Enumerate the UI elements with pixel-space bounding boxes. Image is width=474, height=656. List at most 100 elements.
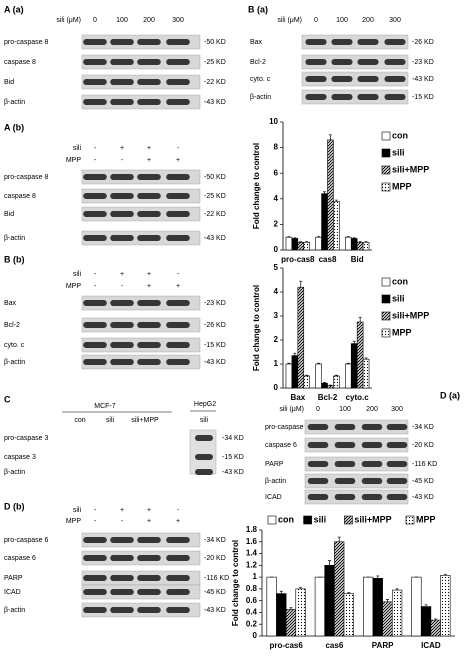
blot-band [137,300,161,306]
y-axis-label: Fold change to control [252,143,261,229]
blot-band [166,235,190,241]
kda-label: -43 KD [412,494,434,501]
x-tick-label: ICAD [421,641,441,650]
x-tick-label: cyto.c [346,393,370,402]
bar [356,242,364,251]
bar [276,593,287,637]
blot-band [166,322,190,328]
y-tick-label: 4 [274,287,279,296]
x-tick-label: PARP [372,641,394,650]
blot-band [137,235,161,241]
error-bar [443,573,447,576]
bar [350,238,358,251]
bar [285,236,293,251]
legend-label: sili+MPP [354,514,391,524]
group-label: MCF-7 [94,403,115,410]
bar [350,343,358,389]
y-tick-label: 0 [274,245,279,254]
row-label: β-actin [4,235,25,242]
bar [303,375,310,389]
blot-band [137,607,161,613]
blot-band [166,59,190,65]
bar [344,363,352,389]
error-bar [352,237,356,239]
header-label: sili [73,507,82,514]
header-cell: - [94,145,97,152]
legend-label: sili [314,514,327,524]
blot-band [166,211,190,217]
bar [430,619,441,637]
blot-band [307,461,329,467]
bar [315,363,322,389]
blot-band [137,79,161,85]
bar [362,358,370,389]
row-label: ICAD [265,494,282,501]
header-cell: - [177,271,180,278]
legend-swatch [381,277,391,287]
x-tick-label: cas6 [325,641,343,650]
bar [297,242,305,251]
blot-band [110,174,134,180]
header-cell: - [94,507,97,514]
legend-label: sili+MPP [392,310,429,320]
blot-band [110,211,134,217]
blot-band [166,193,190,199]
error-bar [334,374,338,376]
panel-label: A (b) [4,122,24,132]
row-label: PARP [265,461,284,468]
row-label: caspase 3 [4,454,36,461]
error-bar [385,599,389,602]
error-bar [364,241,368,243]
row-label: caspase 6 [265,442,297,449]
error-bar [317,236,321,238]
error-bar [395,588,399,591]
bar [291,238,299,251]
x-tick-label: Bid [351,255,364,264]
error-bar [358,241,362,243]
legend-label: con [278,514,294,524]
blot-band [307,478,329,484]
header-label: sili [73,271,82,278]
kda-label: -45 KD [412,478,434,485]
header-cell: + [176,283,180,290]
y-tick-label: 8 [274,143,279,152]
x-tick-label: Bcl-2 [318,393,338,402]
kda-label: -22 KD [204,79,226,86]
blot-band [110,193,134,199]
header-cell: 300 [172,17,184,24]
blot-strip [304,437,409,453]
header-cell: 100 [116,17,128,24]
bar [391,589,403,637]
bar [333,201,340,251]
blot-band [331,39,353,45]
y-tick-label: 4 [274,194,279,203]
blot-band [83,300,107,306]
blot-band [166,300,190,306]
header-cell: - [94,271,97,278]
blot-band [137,174,161,180]
blot-band [331,94,353,100]
blot-band [166,575,190,581]
blot-band [83,607,107,613]
blot-band [386,424,408,430]
blot-band [305,94,327,100]
error-bar [305,241,309,243]
blot-band [137,322,161,328]
row-label: β-actin [4,359,25,366]
blot-band [137,359,161,365]
row-label: β-actin [250,94,271,101]
blot-band [137,39,161,45]
header-cell: + [147,157,151,164]
blot-band [384,59,406,65]
kda-label: -43 KD [204,359,226,366]
row-label: Bid [4,79,14,86]
kda-label: -43 KD [204,607,226,614]
blot-band [361,442,383,448]
blot-band [195,454,213,460]
blot-band [110,342,134,348]
error-bar [299,241,303,243]
error-bar [376,575,380,579]
bar [420,606,432,637]
error-bar [424,604,428,607]
